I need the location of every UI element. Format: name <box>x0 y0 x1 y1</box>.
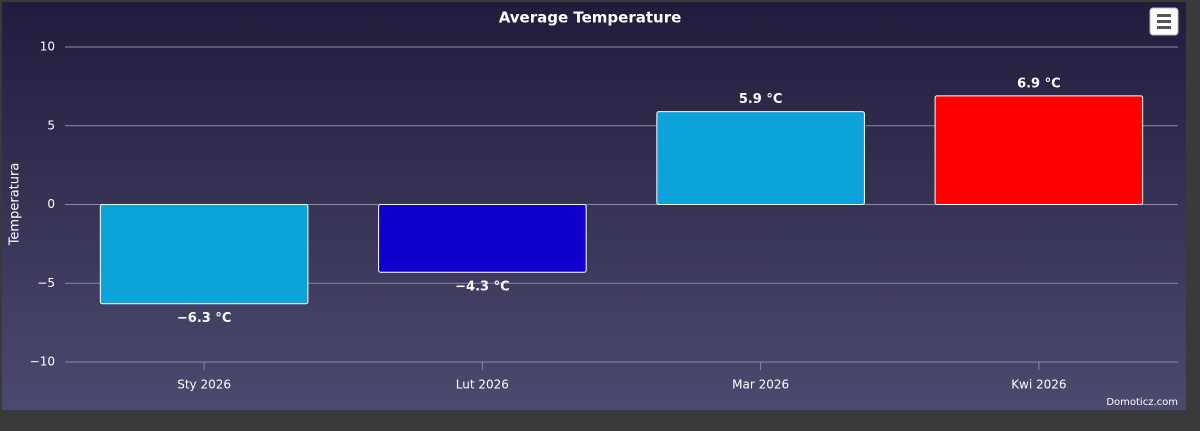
x-tick-label: Lut 2026 <box>456 378 509 392</box>
menu-button[interactable] <box>1149 7 1179 36</box>
x-tick-label: Mar 2026 <box>732 378 789 392</box>
credits: Domoticz.com <box>1106 397 1178 408</box>
y-tick-label: 0 <box>47 197 55 211</box>
bar <box>656 111 865 205</box>
data-label: −6.3 °C <box>177 311 232 326</box>
y-tick-label: −10 <box>30 355 55 369</box>
menu-icon <box>1157 20 1171 23</box>
data-label: 6.9 °C <box>1017 76 1061 91</box>
bar <box>378 204 587 273</box>
data-label: 5.9 °C <box>739 92 783 107</box>
menu-icon <box>1157 26 1171 29</box>
bar <box>99 204 309 305</box>
y-tick-label: 10 <box>40 40 55 54</box>
menu-icon <box>1157 14 1171 17</box>
y-tick-label: 5 <box>47 118 55 132</box>
bar <box>934 95 1144 205</box>
y-axis-title: Temperatura <box>8 163 23 247</box>
data-label: −4.3 °C <box>455 280 510 295</box>
chart-title: Average Temperature <box>499 9 682 27</box>
y-tick-label: −5 <box>37 276 55 290</box>
x-tick-label: Sty 2026 <box>177 378 231 392</box>
x-tick-label: Kwi 2026 <box>1011 378 1066 392</box>
